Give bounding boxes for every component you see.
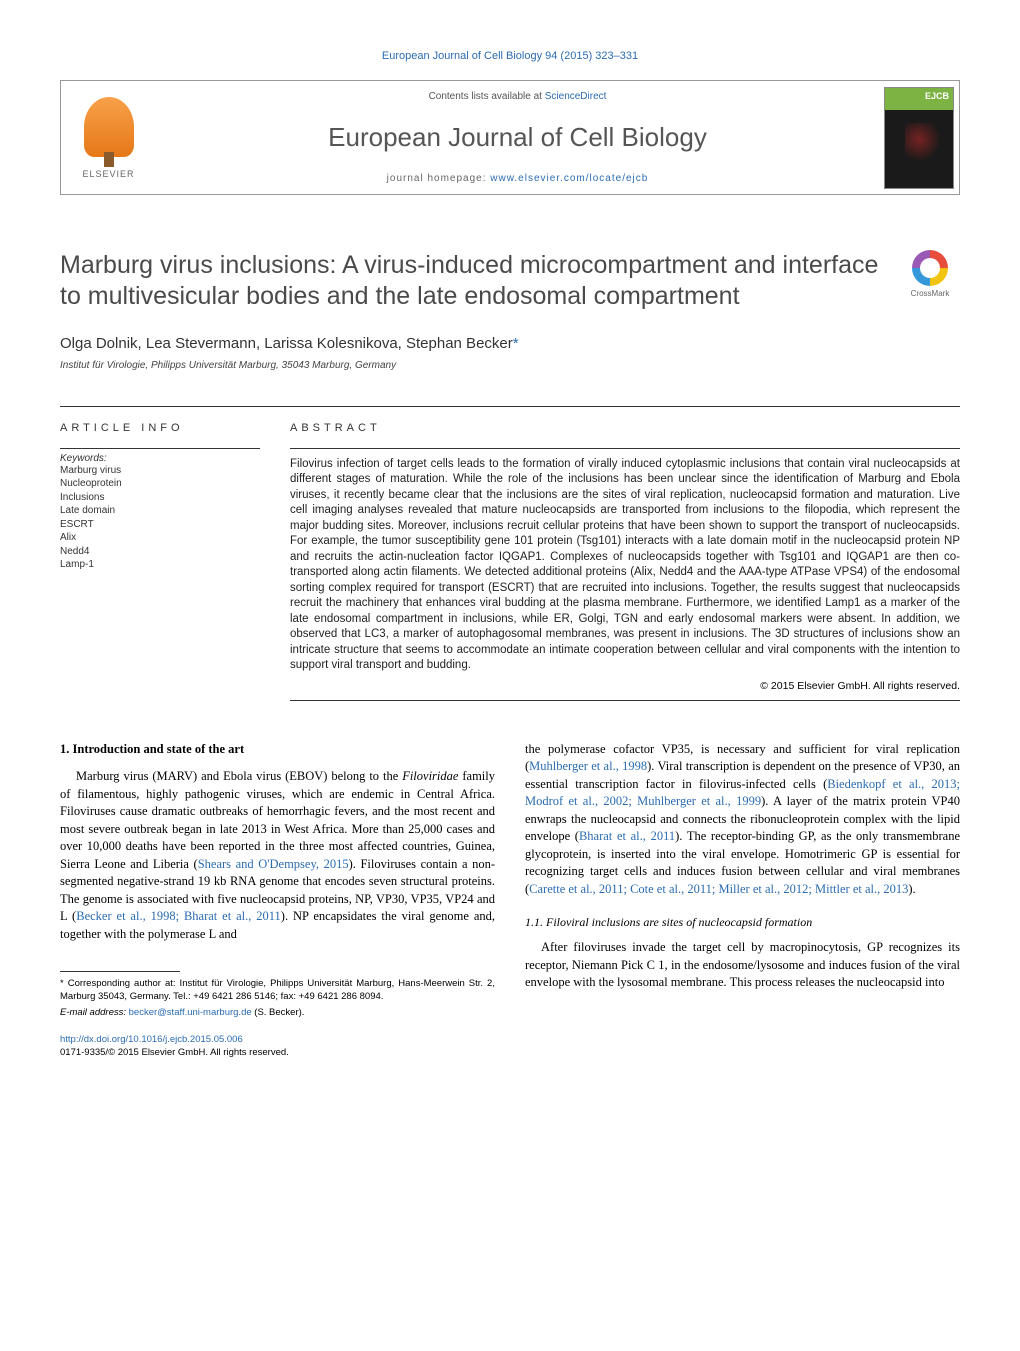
keyword-item: Late domain (60, 504, 260, 518)
keyword-item: Inclusions (60, 491, 260, 505)
email-label: E-mail address: (60, 1007, 129, 1018)
footnote-rule (60, 971, 180, 972)
keyword-item: Nucleoprotein (60, 477, 260, 491)
abstract-label: ABSTRACT (290, 422, 960, 434)
article-info-column: ARTICLE INFO Keywords: Marburg virusNucl… (60, 407, 260, 701)
top-citation: European Journal of Cell Biology 94 (201… (60, 50, 960, 62)
crossmark-icon (912, 250, 948, 286)
subheading-1-1: 1.1. Filoviral inclusions are sites of n… (525, 914, 960, 931)
doi-link[interactable]: http://dx.doi.org/10.1016/j.ejcb.2015.05… (60, 1033, 495, 1046)
homepage-link[interactable]: www.elsevier.com/locate/ejcb (490, 173, 648, 184)
sciencedirect-link[interactable]: ScienceDirect (545, 91, 607, 102)
ref-bharat[interactable]: Bharat et al., 2011 (579, 829, 675, 843)
corresponding-note: * Corresponding author at: Institut für … (60, 978, 495, 1004)
body-column-right: the polymerase cofactor VP35, is necessa… (525, 741, 960, 1060)
corresponding-marker: * (513, 335, 519, 352)
elsevier-label: ELSEVIER (82, 169, 134, 179)
abstract-text: Filovirus infection of target cells lead… (290, 448, 960, 674)
intro-para-1-cont: the polymerase cofactor VP35, is necessa… (525, 741, 960, 899)
keyword-item: Alix (60, 531, 260, 545)
ref-shears[interactable]: Shears and O'Dempsey, 2015 (198, 857, 349, 871)
intro-para-1: Marburg virus (MARV) and Ebola virus (EB… (60, 768, 495, 943)
elsevier-logo: ELSEVIER (61, 81, 156, 194)
email-link[interactable]: becker@staff.uni-marburg.de (129, 1007, 252, 1018)
article-info-label: ARTICLE INFO (60, 422, 260, 434)
email-author: (S. Becker). (252, 1007, 305, 1018)
ref-carette[interactable]: Carette et al., 2011; Cote et al., 2011;… (529, 882, 908, 896)
homepage-line: journal homepage: www.elsevier.com/locat… (387, 173, 649, 184)
authors-names: Olga Dolnik, Lea Stevermann, Larissa Kol… (60, 335, 513, 352)
intro-para-2: After filoviruses invade the target cell… (525, 939, 960, 992)
cover-image: EJCB (884, 87, 954, 189)
ref-becker[interactable]: Becker et al., 1998; Bharat et al., 2011 (76, 909, 281, 923)
header-center: Contents lists available at ScienceDirec… (156, 81, 879, 194)
homepage-prefix: journal homepage: (387, 173, 491, 184)
crossmark-badge[interactable]: CrossMark (900, 250, 960, 298)
cover-ejcb-label: EJCB (925, 91, 949, 101)
contents-line: Contents lists available at ScienceDirec… (429, 91, 607, 102)
journal-cover: EJCB (879, 81, 959, 194)
article-title: Marburg virus inclusions: A virus-induce… (60, 250, 880, 313)
journal-header: ELSEVIER Contents lists available at Sci… (60, 80, 960, 195)
issn-line: 0171-9335/© 2015 Elsevier GmbH. All righ… (60, 1046, 495, 1059)
abstract-copyright: © 2015 Elsevier GmbH. All rights reserve… (290, 680, 960, 701)
ref-muhlberger[interactable]: Muhlberger et al., 1998 (529, 759, 647, 773)
abstract-column: ABSTRACT Filovirus infection of target c… (290, 407, 960, 701)
family-name: Filoviridae (402, 769, 458, 783)
keyword-item: Marburg virus (60, 464, 260, 478)
keyword-item: ESCRT (60, 518, 260, 532)
keyword-item: Lamp-1 (60, 558, 260, 572)
intro-heading: 1. Introduction and state of the art (60, 741, 495, 759)
crossmark-label: CrossMark (911, 289, 950, 298)
keyword-item: Nedd4 (60, 545, 260, 559)
affiliation: Institut für Virologie, Philipps Univers… (60, 360, 960, 371)
email-line: E-mail address: becker@staff.uni-marburg… (60, 1006, 495, 1019)
contents-prefix: Contents lists available at (429, 91, 545, 102)
keywords-label: Keywords: (60, 448, 260, 464)
elsevier-tree-icon (84, 97, 134, 157)
authors-line: Olga Dolnik, Lea Stevermann, Larissa Kol… (60, 335, 960, 352)
body-column-left: 1. Introduction and state of the art Mar… (60, 741, 495, 1060)
journal-name: European Journal of Cell Biology (328, 122, 707, 153)
